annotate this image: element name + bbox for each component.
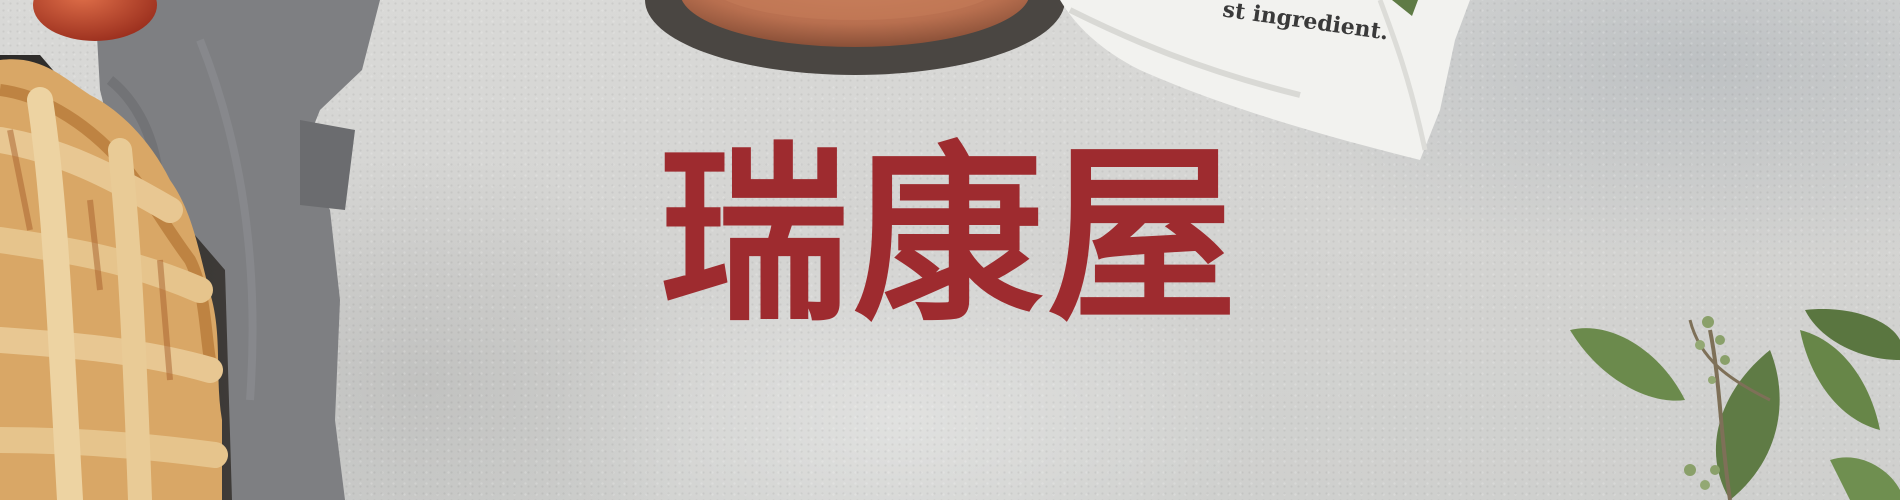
apple-image xyxy=(33,0,157,41)
brand-logo-text: 瑞康屋 xyxy=(658,126,1241,347)
clay-plate-image xyxy=(645,0,1065,75)
pie-image xyxy=(0,55,232,500)
eucalyptus-image xyxy=(1570,309,1900,500)
tea-towel-image xyxy=(1060,0,1470,160)
